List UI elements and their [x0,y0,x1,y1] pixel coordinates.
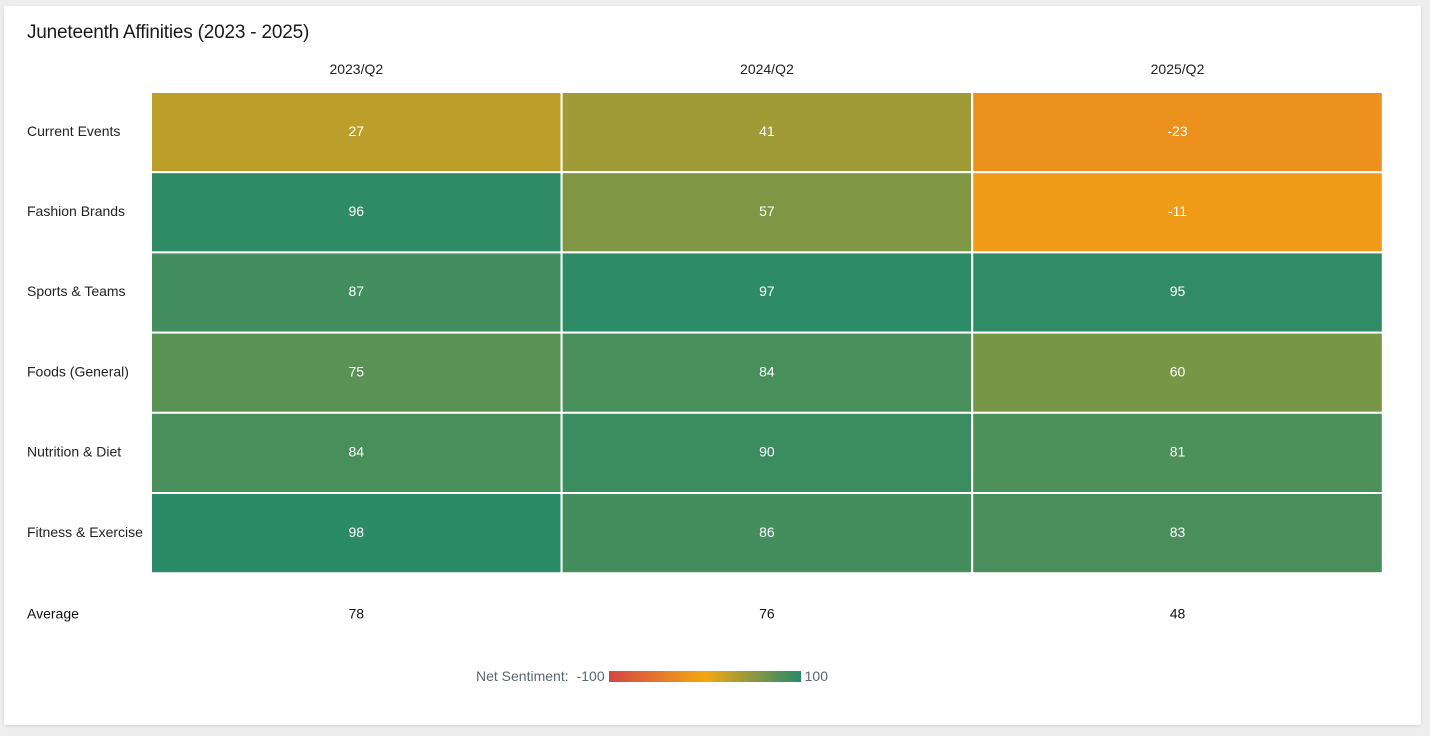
cell-value-label: 95 [1170,283,1186,299]
cell-value-label: 86 [759,524,775,540]
row-label: Fitness & Exercise [27,524,143,540]
cell-value-label: 87 [349,283,365,299]
heatmap-cell [971,411,1384,494]
chart-title: Juneteenth Affinities (2023 - 2025) [27,22,310,43]
color-legend: Net Sentiment: -100 100 [476,666,828,686]
average-label: Average [27,606,79,622]
column-header: 2025/Q2 [1151,61,1205,77]
column-header: 2024/Q2 [740,61,794,77]
row-label: Nutrition & Diet [27,444,121,460]
cell-value-label: 84 [759,363,775,379]
heatmap-cell [971,251,1384,334]
cell-value-label: 41 [759,123,775,139]
legend-label: Net Sentiment: [476,668,569,684]
heatmap-cell [971,331,1384,414]
heatmap-cell [150,251,563,334]
heatmap-chart: 2023/Q2 2024/Q2 2025/Q2 Current Events 27 41 -… [27,61,1384,622]
cell-value-label: 84 [349,444,365,460]
average-value: 76 [759,606,775,622]
row-label: Foods (General) [27,363,129,379]
cell-value-label: 57 [759,203,775,219]
cell-value-label: 75 [349,363,365,379]
cell-value-label: 60 [1170,363,1186,379]
column-header: 2023/Q2 [329,61,383,77]
legend-max-label: 100 [804,668,828,684]
row-label: Sports & Teams [27,283,126,299]
heatmap-cell [560,331,974,414]
cell-value-label: -11 [1168,203,1187,219]
heatmap-cell [560,411,974,494]
average-value: 78 [349,606,365,622]
legend-min-label: -100 [576,668,605,684]
cell-value-label: 83 [1170,524,1186,540]
heatmap-cell [971,91,1384,174]
heatmap-cell [560,171,974,254]
heatmap-cell [971,492,1384,575]
row-label: Current Events [27,123,120,139]
heatmap-cell [971,171,1384,254]
average-value: 48 [1170,606,1186,622]
heatmap-cell [560,251,974,334]
chart-card: Juneteenth Affinities (2023 - 2025) 2023… [4,6,1421,725]
legend-gradient-bar [608,670,801,682]
heatmap-cell [150,411,563,494]
cell-value-label: 81 [1170,444,1186,460]
cell-value-label: 90 [759,444,775,460]
cell-value-label: 98 [349,524,365,540]
cell-value-label: 27 [349,123,365,139]
cell-value-label: 96 [349,203,365,219]
cell-value-label: 97 [759,283,775,299]
row-label: Fashion Brands [27,203,125,219]
cell-value-label: -23 [1167,123,1187,139]
